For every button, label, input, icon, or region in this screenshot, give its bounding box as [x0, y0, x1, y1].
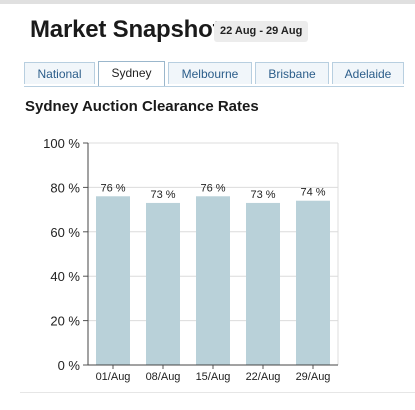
y-tick-label: 20 % — [50, 314, 80, 329]
tab-adelaide[interactable]: Adelaide — [332, 62, 404, 84]
y-tick-label: 0 % — [58, 358, 81, 373]
x-tick-label: 01/Aug — [96, 371, 131, 383]
data-label: 73 % — [250, 189, 275, 201]
y-tick-label: 100 % — [43, 136, 80, 151]
footer-rule — [20, 392, 415, 393]
chart-title: Sydney Auction Clearance Rates — [25, 98, 259, 115]
bar — [246, 202, 280, 365]
tab-brisbane[interactable]: Brisbane — [255, 62, 329, 84]
bar — [196, 196, 230, 365]
data-label: 76 % — [100, 182, 125, 194]
data-label: 73 % — [150, 189, 175, 201]
tab-sydney[interactable]: Sydney — [98, 61, 165, 86]
data-label: 74 % — [300, 187, 325, 199]
x-tick-label: 22/Aug — [246, 371, 281, 383]
data-label: 76 % — [200, 182, 225, 194]
date-range-badge: 22 Aug - 29 Aug — [214, 21, 309, 42]
bar — [296, 200, 330, 365]
x-tick-label: 15/Aug — [196, 371, 231, 383]
x-tick-label: 08/Aug — [146, 371, 181, 383]
y-tick-label: 40 % — [50, 269, 80, 284]
bar — [96, 196, 130, 365]
tab-melbourne[interactable]: Melbourne — [168, 62, 252, 84]
x-tick-label: 29/Aug — [296, 371, 331, 383]
bar — [146, 202, 180, 365]
city-tabs: National Sydney Melbourne Brisbane Adela… — [24, 61, 404, 87]
page-title: Market Snapshot — [30, 16, 221, 43]
y-tick-label: 60 % — [50, 225, 80, 240]
y-tick-label: 80 % — [50, 180, 80, 195]
header-rule — [0, 0, 415, 4]
tab-national[interactable]: National — [24, 62, 95, 84]
